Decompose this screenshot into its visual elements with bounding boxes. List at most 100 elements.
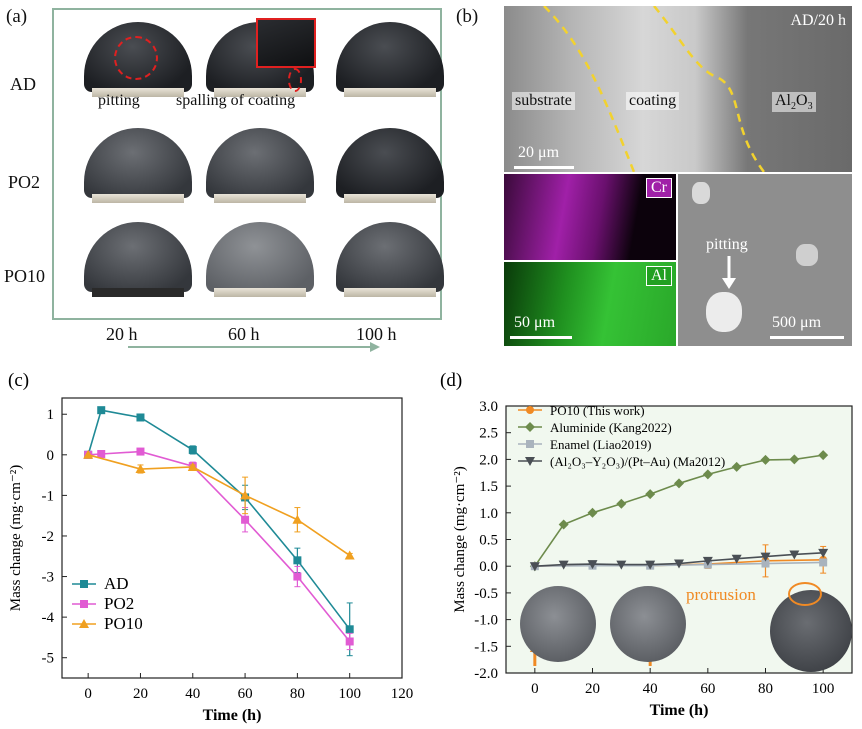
row-label-ad: AD xyxy=(10,74,36,94)
data-point xyxy=(136,447,145,456)
x-tick-label: 0 xyxy=(531,681,539,697)
legend-label: Aluminide (Kang2022) xyxy=(550,420,672,435)
sem-cross-section: AD/20 h substrate coating Al2O3 20 μm xyxy=(504,6,852,172)
annotation-protrusion: protrusion xyxy=(686,585,756,604)
scale-pit-bar xyxy=(770,336,844,339)
x-tick-label: 80 xyxy=(290,686,305,702)
data-point xyxy=(818,548,829,558)
row-label-po2: PO2 xyxy=(8,172,41,192)
y-tick-label: 0.0 xyxy=(479,559,498,575)
y-tick-label: 2.5 xyxy=(479,426,498,442)
spalling-circle xyxy=(288,68,302,92)
data-point xyxy=(97,450,106,458)
legend-marker xyxy=(80,600,88,608)
oxide-sub-2: 2 xyxy=(791,101,796,113)
x-tick-label: 100 xyxy=(338,686,361,702)
eds-al-tag: Al xyxy=(646,266,672,286)
eds-cr-map: Cr xyxy=(504,174,676,260)
x-tick-label: 120 xyxy=(391,686,414,702)
data-point xyxy=(789,454,800,465)
data-point xyxy=(702,556,713,566)
spalling-inset xyxy=(256,18,316,68)
data-point xyxy=(587,560,598,570)
data-point xyxy=(587,507,598,518)
y-tick-label: -2.0 xyxy=(474,666,498,682)
boundary-lines xyxy=(543,6,765,172)
chart-c: (c) 0 20 40 60 80 100 120 1 0 -1 -2 -3 -4 -5 Time (h) Ma… xyxy=(8,370,414,724)
legend-marker xyxy=(526,406,534,414)
x-tick-label: 60 xyxy=(238,686,253,702)
time-arrow xyxy=(128,342,380,352)
data-point xyxy=(345,637,354,646)
y-tick-label: -0.5 xyxy=(474,586,498,602)
data-point xyxy=(293,572,302,581)
plot-frame xyxy=(61,397,403,679)
data-point xyxy=(83,449,94,459)
coin-0h xyxy=(520,586,596,662)
scale-pit-label: 500 μm xyxy=(772,314,822,331)
data-point xyxy=(292,514,303,524)
data-point xyxy=(761,559,770,568)
x-tick-label: 20 xyxy=(585,681,600,697)
condition-label: AD/20 h xyxy=(790,12,846,29)
sample-po10-20h xyxy=(78,222,198,302)
series-line-2 xyxy=(87,454,351,557)
legend-marker xyxy=(525,422,535,432)
x-axis-label: Time (h) xyxy=(650,702,709,719)
data-point xyxy=(702,469,713,480)
y-tick-label: -5 xyxy=(42,651,55,667)
coin-40h xyxy=(610,586,686,662)
scale-eds-bar xyxy=(510,336,572,339)
oxide-al: Al xyxy=(775,92,791,109)
time-label-20h: 20 h xyxy=(106,324,138,344)
data-point xyxy=(558,560,569,570)
annotation-pitting: pitting xyxy=(98,92,140,109)
region-oxide: Al2O3 xyxy=(772,92,816,113)
data-point xyxy=(819,558,828,567)
x-tick-label: 40 xyxy=(185,686,200,702)
pit-2 xyxy=(796,244,818,266)
data-point xyxy=(240,490,251,500)
data-point xyxy=(529,562,540,572)
data-point xyxy=(731,554,742,564)
data-point xyxy=(616,498,627,509)
legend-label: AD xyxy=(104,574,129,593)
panel-b-label: (b) xyxy=(456,6,479,27)
legend-marker xyxy=(526,440,534,448)
region-substrate: substrate xyxy=(512,92,575,110)
panel-label: (c) xyxy=(8,370,29,391)
data-point xyxy=(136,413,145,422)
eds-cr-tag: Cr xyxy=(646,178,672,198)
time-label-60h: 60 h xyxy=(228,324,260,344)
data-point xyxy=(818,450,829,461)
x-tick-label: 80 xyxy=(758,681,773,697)
data-point xyxy=(97,406,106,415)
x-tick-label: 20 xyxy=(133,686,148,702)
oxide-o: O xyxy=(796,92,808,109)
scale-top-label: 20 μm xyxy=(518,144,560,161)
y-tick-label: 0.5 xyxy=(479,533,498,549)
region-coating: coating xyxy=(626,92,680,110)
sample-po10-100h xyxy=(330,222,450,302)
y-tick-label: 3.0 xyxy=(479,399,498,415)
scale-eds-label: 50 μm xyxy=(514,314,556,331)
y-tick-label: -1.5 xyxy=(474,639,498,655)
y-axis-label: Mass change (mg·cm⁻²) xyxy=(452,466,468,613)
sample-ad-20h xyxy=(78,22,198,102)
protrusion-circle xyxy=(788,582,822,606)
data-point xyxy=(674,478,684,489)
legend-marker xyxy=(79,619,89,628)
legend-label: PO2 xyxy=(104,594,134,613)
x-tick-label: 0 xyxy=(84,686,92,702)
data-point xyxy=(645,560,656,570)
scale-top-bar xyxy=(514,166,574,169)
time-label-100h: 100 h xyxy=(356,324,397,344)
x-tick-label: 100 xyxy=(812,681,835,697)
pitting-label: pitting xyxy=(706,236,748,253)
y-tick-label: -3 xyxy=(42,570,55,586)
panel-label: (d) xyxy=(440,370,462,391)
data-point xyxy=(345,625,354,634)
y-tick-label: -1 xyxy=(42,488,55,504)
legend-marker xyxy=(525,457,535,466)
chart-d: (d) 0 20 40 60 80 100 3.0 2.5 2.0 1.5 1.0 0.5 0.0 -0.5… xyxy=(440,370,853,719)
